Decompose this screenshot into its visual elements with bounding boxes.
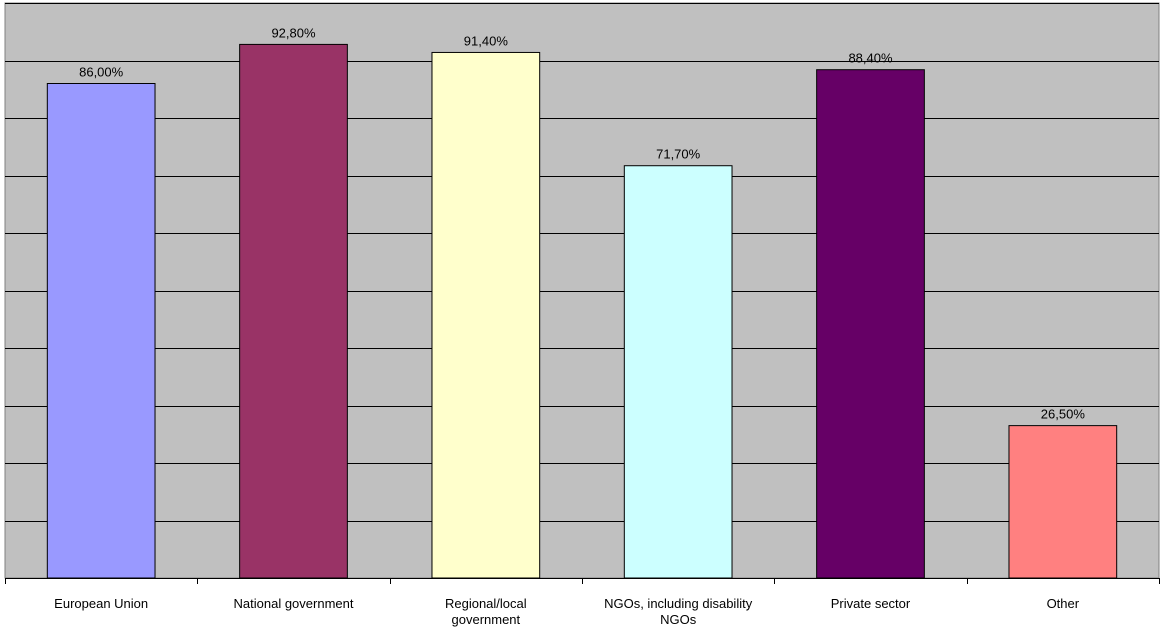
data-label: 92,80%: [271, 25, 316, 40]
data-label: 71,70%: [656, 147, 701, 162]
x-axis: [5, 578, 1160, 584]
bar: [46, 83, 156, 579]
x-tick-label: NGOs, including disability NGOs: [604, 596, 753, 627]
bar: [816, 69, 925, 579]
bar: [1008, 425, 1118, 579]
x-tick-label: Private sector: [831, 596, 911, 611]
x-tick-label: National government: [234, 596, 354, 611]
data-label: 88,40%: [848, 51, 893, 66]
x-tick-label: Regional/local government: [445, 596, 527, 627]
bar: [623, 165, 733, 579]
x-tick-label: Other: [1047, 596, 1080, 611]
bar: [431, 51, 541, 579]
value-labels: 86,00% 92,80% 91,40% 71,70% 88,40% 26,50%: [79, 25, 1085, 421]
bar: [239, 43, 348, 579]
x-tick-labels: European Union National government Regiona…: [54, 596, 1080, 627]
data-label: 86,00%: [79, 65, 124, 80]
gridlines: [5, 3, 1159, 522]
x-tick-label: European Union: [54, 596, 148, 611]
data-label: 26,50%: [1041, 407, 1086, 422]
data-label: 91,40%: [464, 33, 509, 48]
plot-area: [4, 2, 1160, 579]
